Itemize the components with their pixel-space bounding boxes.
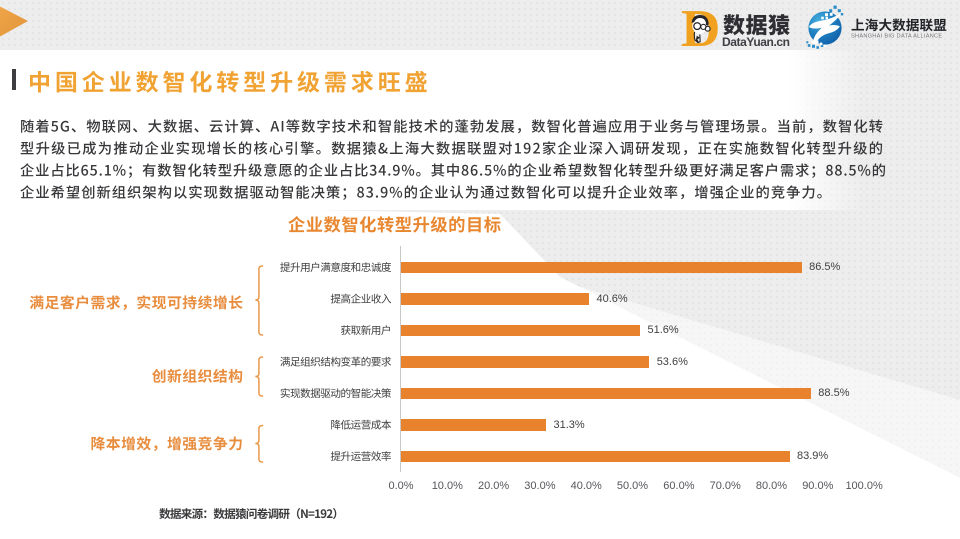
svg-text:DataYuan.cn: DataYuan.cn <box>722 35 790 49</box>
svg-text:SHANGHAI BIG DATA ALLIANCE: SHANGHAI BIG DATA ALLIANCE <box>851 34 943 40</box>
